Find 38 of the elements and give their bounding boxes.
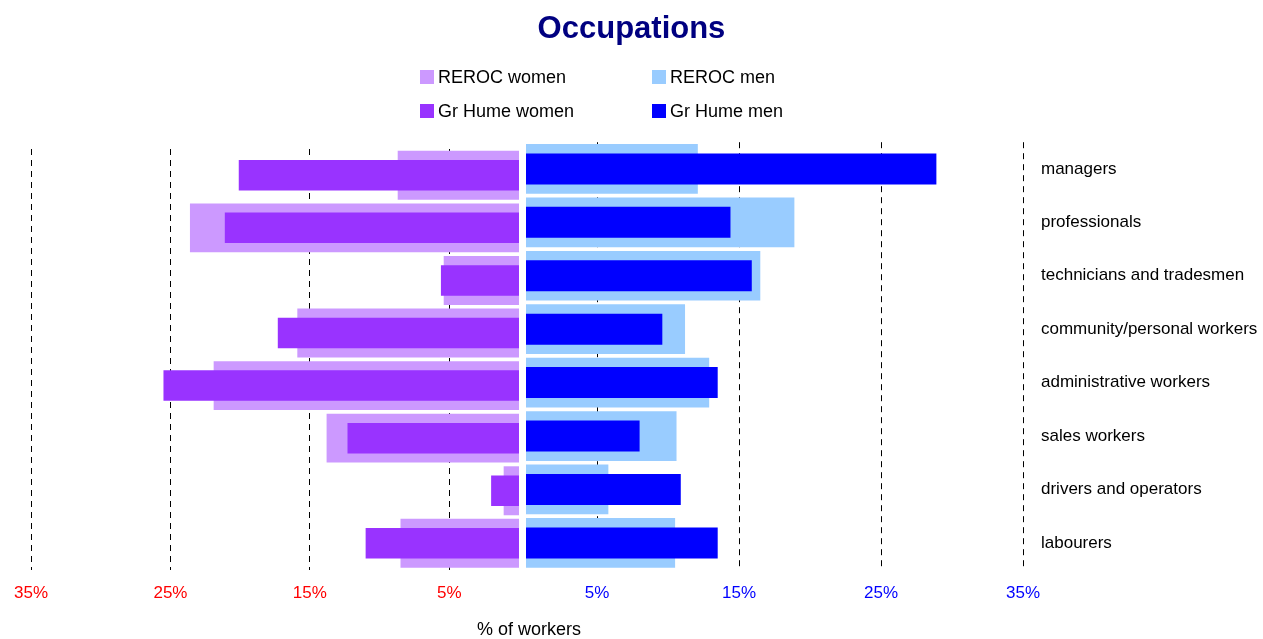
bar — [526, 527, 718, 559]
bar — [277, 317, 519, 349]
x-tick-label: 5% — [437, 583, 462, 603]
x-tick-label: 5% — [584, 583, 610, 603]
bar — [440, 265, 519, 296]
x-tick-label: 15% — [721, 583, 757, 603]
bar — [491, 475, 519, 506]
bar — [526, 313, 663, 345]
y-tick-label: sales workers — [1041, 425, 1145, 445]
y-tick-label: administrative workers — [1041, 372, 1211, 392]
x-tick-label: 25% — [153, 583, 188, 603]
legend-label: Gr Hume men — [670, 100, 784, 122]
y-tick-label: managers — [1041, 158, 1117, 178]
y-tick-label: labourers — [1041, 532, 1112, 552]
bar — [238, 160, 519, 191]
x-tick-label: 25% — [863, 583, 899, 603]
bar — [526, 260, 752, 292]
y-tick-label: professionals — [1041, 212, 1142, 232]
bar — [163, 370, 519, 401]
bar — [365, 528, 519, 559]
legend-label: REROC women — [438, 66, 567, 88]
y-tick-label: community/personal workers — [1041, 318, 1258, 338]
x-tick-label: 35% — [14, 583, 49, 603]
chart-title: Occupations — [536, 10, 727, 46]
bar — [526, 420, 640, 452]
x-tick-label: 15% — [292, 583, 327, 603]
bar — [526, 473, 681, 505]
x-tick-label: 35% — [1005, 583, 1041, 603]
x-axis-title: % of workers — [476, 619, 582, 639]
bar — [526, 153, 937, 185]
legend-label: REROC men — [670, 66, 776, 88]
bar — [347, 422, 519, 454]
bar — [526, 367, 718, 399]
legend-label: Gr Hume women — [438, 100, 575, 122]
y-tick-label: drivers and operators — [1041, 479, 1202, 499]
bar — [224, 212, 519, 244]
y-tick-label: technicians and tradesmen — [1041, 265, 1245, 285]
bar — [526, 206, 731, 238]
